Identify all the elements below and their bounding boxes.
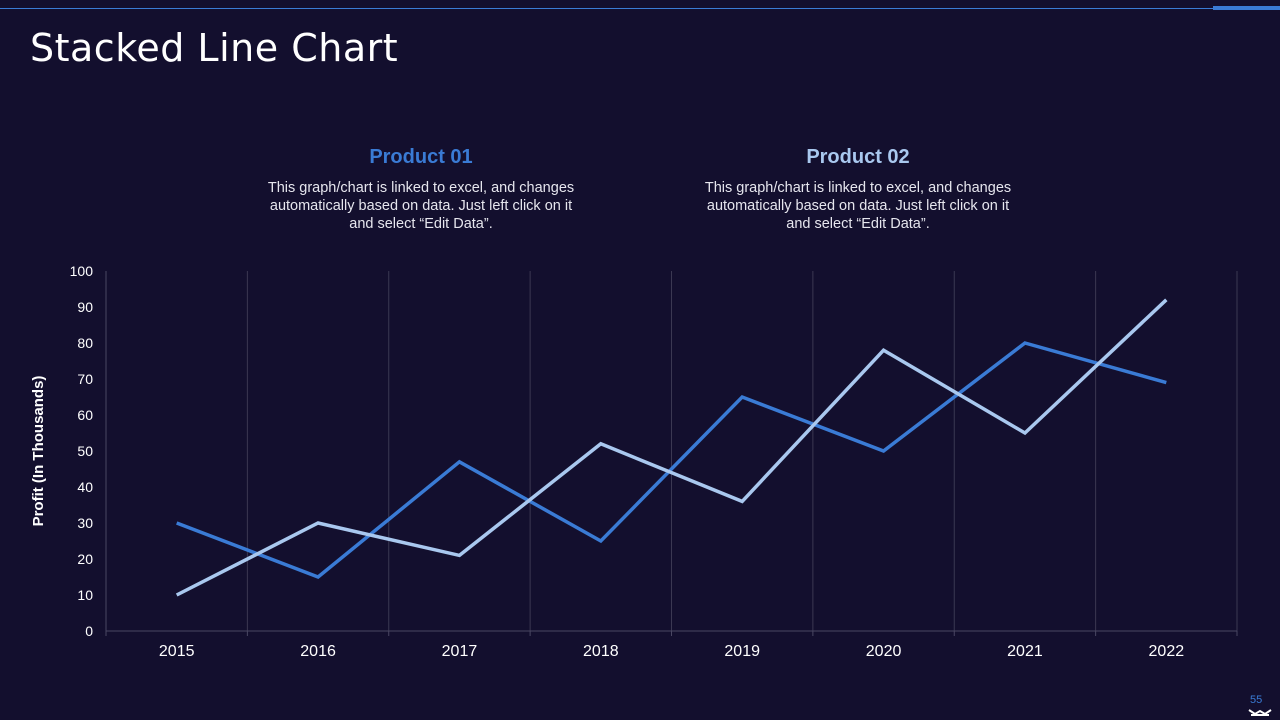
y-tick-label: 40 (77, 479, 93, 495)
y-tick-label: 100 (70, 263, 94, 279)
series-line-product-02[interactable] (175, 298, 1168, 597)
x-tick-label: 2018 (583, 643, 619, 660)
page-number: 55 (1250, 694, 1263, 706)
slide-title: Stacked Line Chart (30, 26, 399, 70)
y-tick-label: 70 (77, 371, 93, 387)
x-tick-label: 2022 (1149, 643, 1185, 660)
legend-product-01: Product 01 This graph/chart is linked to… (261, 146, 581, 233)
chart-axes (105, 271, 1238, 636)
y-tick-label: 80 (77, 335, 93, 351)
chart-series (175, 298, 1168, 597)
x-tick-label: 2019 (724, 643, 760, 660)
y-tick-label: 20 (77, 551, 93, 567)
x-tick-label: 2015 (159, 643, 195, 660)
y-tick-label: 30 (77, 515, 93, 531)
x-tick-label: 2017 (442, 643, 478, 660)
top-rule (0, 8, 1280, 9)
legend-description-product-01: This graph/chart is linked to excel, and… (267, 180, 575, 232)
handshake-icon (1248, 709, 1272, 716)
x-tick-label: 2021 (1007, 643, 1043, 660)
y-axis-title: Profit (In Thousands) (30, 376, 47, 527)
chart-tick-labels: 0 10 20 30 40 50 60 70 80 90 100 2015 2016 2017 2018 20… (30, 263, 1184, 660)
legend-product-02: Product 02 This graph/chart is linked to… (698, 146, 1018, 233)
y-tick-label: 0 (85, 623, 93, 639)
series-line-product-01[interactable] (176, 341, 1167, 579)
legend-title-product-01: Product 01 (369, 146, 473, 168)
chart-gridlines (246, 271, 1238, 631)
legend-title-product-02: Product 02 (806, 146, 910, 168)
y-tick-label: 60 (77, 407, 93, 423)
x-tick-label: 2016 (300, 643, 336, 660)
x-tick-label: 2020 (866, 643, 902, 660)
top-accent-bar (1213, 6, 1280, 10)
y-tick-label: 10 (77, 587, 93, 603)
y-tick-label: 50 (77, 443, 93, 459)
legend-description-product-02: This graph/chart is linked to excel, and… (704, 180, 1012, 232)
y-tick-label: 90 (77, 299, 93, 315)
